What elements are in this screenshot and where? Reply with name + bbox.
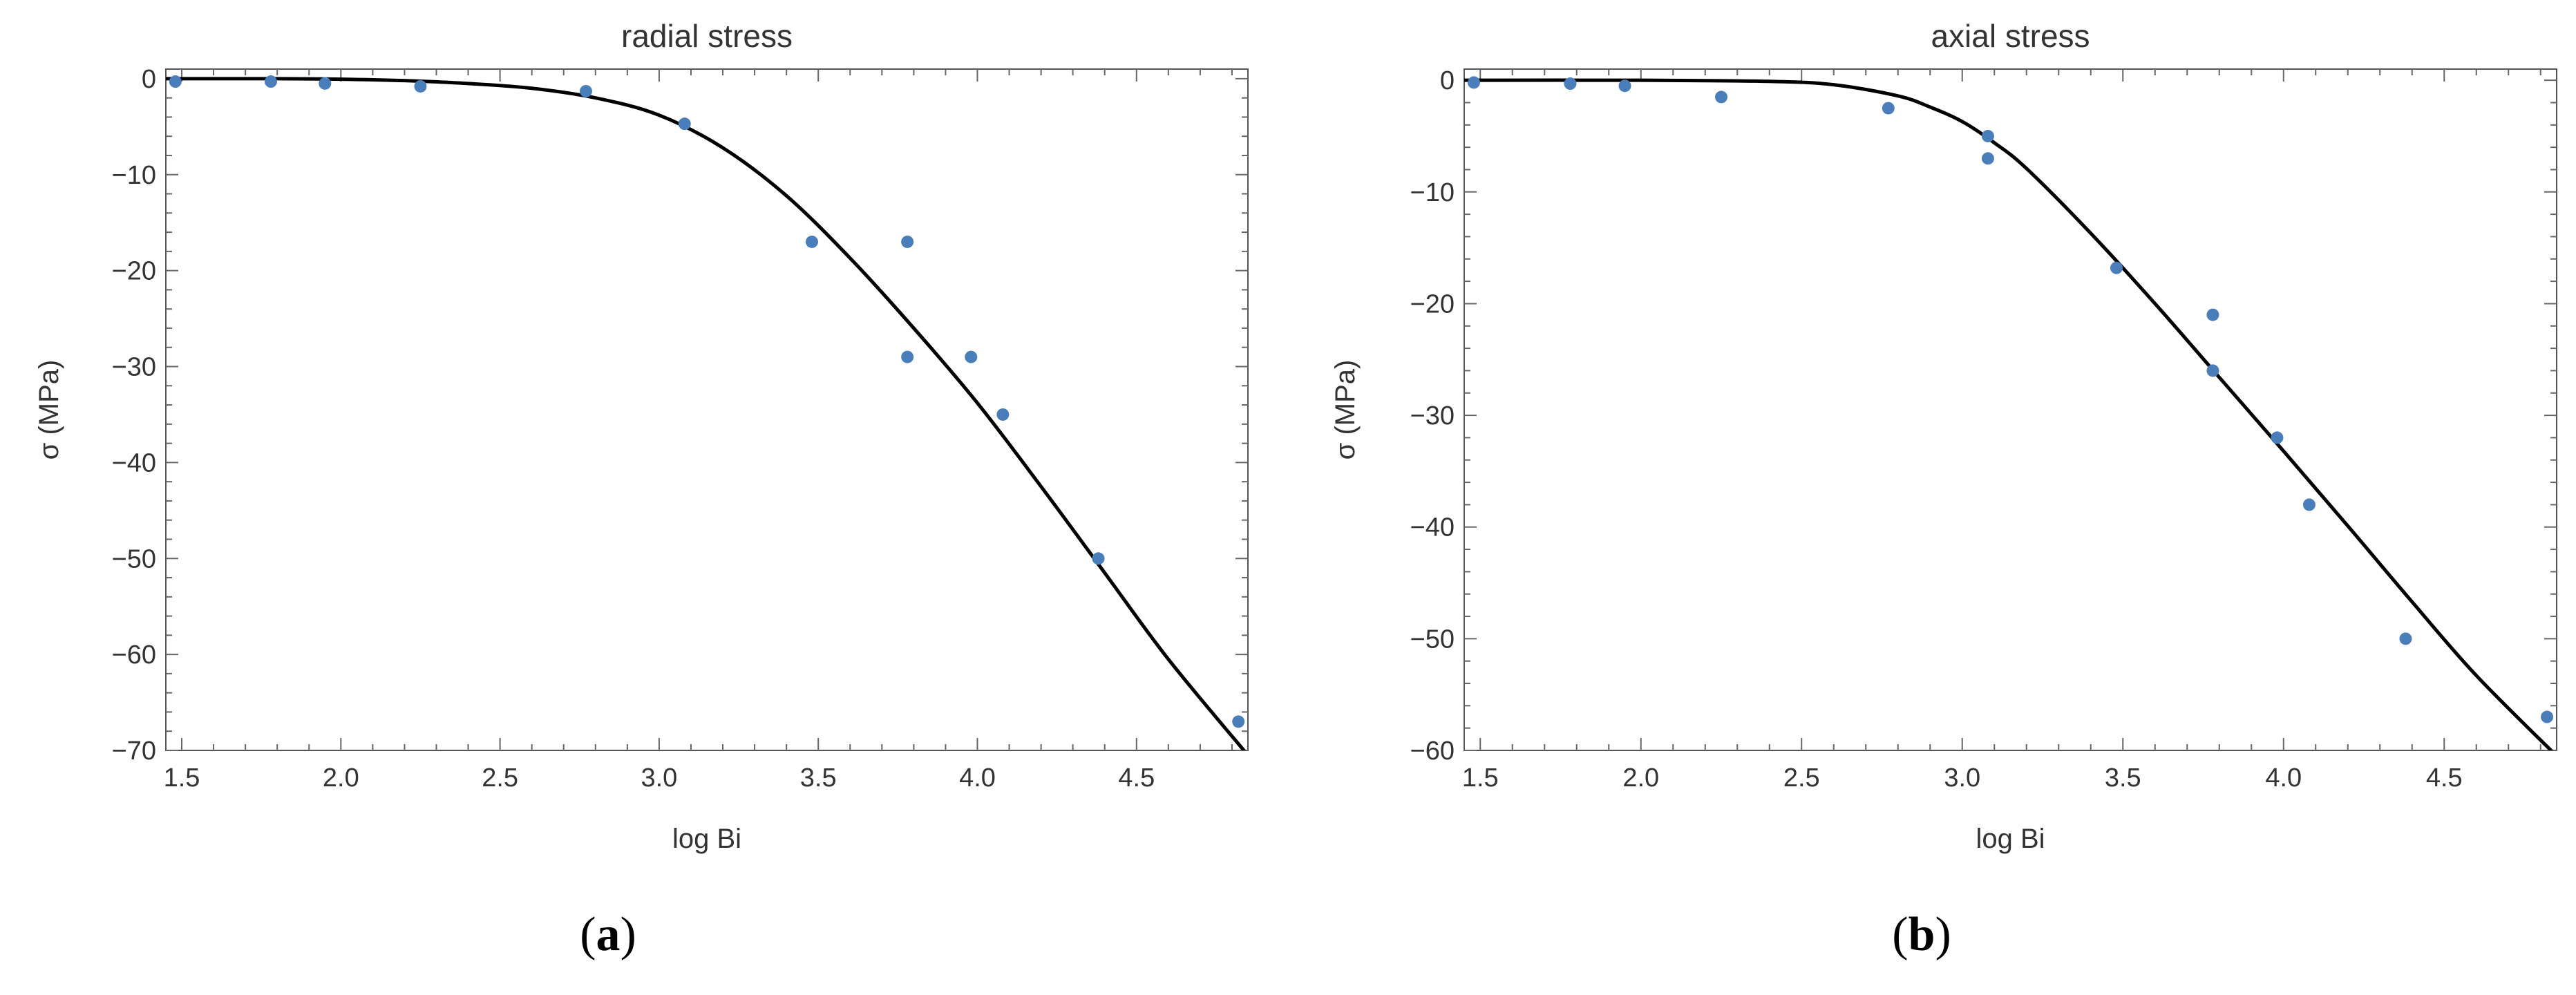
data-point	[2399, 632, 2412, 645]
y-tick-label: −60	[1410, 737, 1455, 766]
data-point	[1092, 552, 1105, 565]
y-tick-label: −30	[1410, 401, 1455, 430]
y-tick-label: −30	[112, 353, 156, 382]
data-point	[901, 350, 914, 363]
data-point	[901, 235, 914, 248]
y-tick-label: −20	[112, 257, 156, 286]
x-tick-label: 2.0	[323, 764, 359, 793]
data-point	[1981, 129, 1994, 142]
y-tick-label: −60	[112, 641, 156, 670]
x-axis-label: log Bi	[672, 824, 741, 854]
chart-panel-b: 1.5 2.0 2.5 3.0 3.5 4.0 4.5 0 −10 −20 −30 −40 −50 −60…	[1330, 18, 2557, 854]
x-tick-label: 1.5	[164, 764, 200, 793]
x-tick-label: 3.5	[800, 764, 837, 793]
data-point	[1715, 91, 1727, 104]
x-tick-label: 1.5	[1462, 764, 1499, 793]
y-axis-label: σ (MPa)	[1330, 360, 1361, 460]
y-tick-label: −50	[1410, 625, 1455, 654]
x-tick-label: 4.5	[2426, 764, 2463, 793]
data-point	[678, 117, 691, 131]
data-point	[1882, 102, 1895, 115]
y-tick-label: −20	[1410, 290, 1455, 319]
data-point	[1232, 715, 1245, 728]
y-tick-label: −50	[112, 544, 156, 574]
x-tick-label: 2.0	[1622, 764, 1659, 793]
panel-label-a: (a)	[580, 908, 636, 961]
data-point	[965, 350, 978, 363]
y-tick-label: −10	[1410, 178, 1455, 207]
y-tick-label: −40	[112, 448, 156, 477]
x-tick-label: 2.5	[1783, 764, 1820, 793]
chart-title: radial stress	[621, 18, 793, 54]
plot-frame	[1464, 68, 2557, 751]
plot-frame	[165, 68, 1249, 751]
y-tick-label: 0	[1440, 66, 1455, 95]
y-tick-label: −10	[112, 161, 156, 190]
data-point	[319, 77, 332, 90]
x-tick-label: 3.5	[2105, 764, 2141, 793]
data-point	[579, 84, 592, 97]
chart-panel-a: 1.5 2.0 2.5 3.0 3.5 4.0 4.5 0 −10 −20 −30 −40 −50 −60…	[34, 18, 1249, 854]
x-tick-label: 4.0	[959, 764, 996, 793]
data-point	[169, 75, 182, 88]
data-point	[2271, 431, 2284, 444]
y-axis-label: σ (MPa)	[34, 360, 64, 460]
y-tick-label: −70	[112, 737, 156, 766]
fit-curve	[1464, 78, 2554, 750]
x-tick-label: 2.5	[482, 764, 518, 793]
data-point	[1981, 152, 1994, 165]
x-tick-label: 3.0	[641, 764, 677, 793]
x-tick-label: 4.0	[2265, 764, 2302, 793]
data-point	[996, 408, 1010, 421]
data-point	[2541, 710, 2554, 723]
data-point	[414, 79, 427, 93]
data-point	[2206, 364, 2219, 377]
data-point	[1564, 77, 1577, 91]
x-tick-label: 3.0	[1944, 764, 1980, 793]
fit-curve	[166, 77, 1247, 750]
data-point	[2110, 261, 2123, 274]
data-point	[1618, 79, 1631, 93]
data-point	[805, 235, 818, 248]
x-tick-label: 4.5	[1118, 764, 1155, 793]
data-point	[2206, 308, 2219, 321]
chart-title: axial stress	[1931, 18, 2090, 54]
data-point	[1467, 76, 1480, 89]
data-point	[264, 75, 277, 88]
y-tick-label: 0	[142, 65, 156, 94]
data-point	[2302, 498, 2315, 511]
x-axis-label: log Bi	[1976, 824, 2045, 854]
y-tick-label: −40	[1410, 513, 1455, 542]
panel-label-b: (b)	[1892, 908, 1951, 961]
